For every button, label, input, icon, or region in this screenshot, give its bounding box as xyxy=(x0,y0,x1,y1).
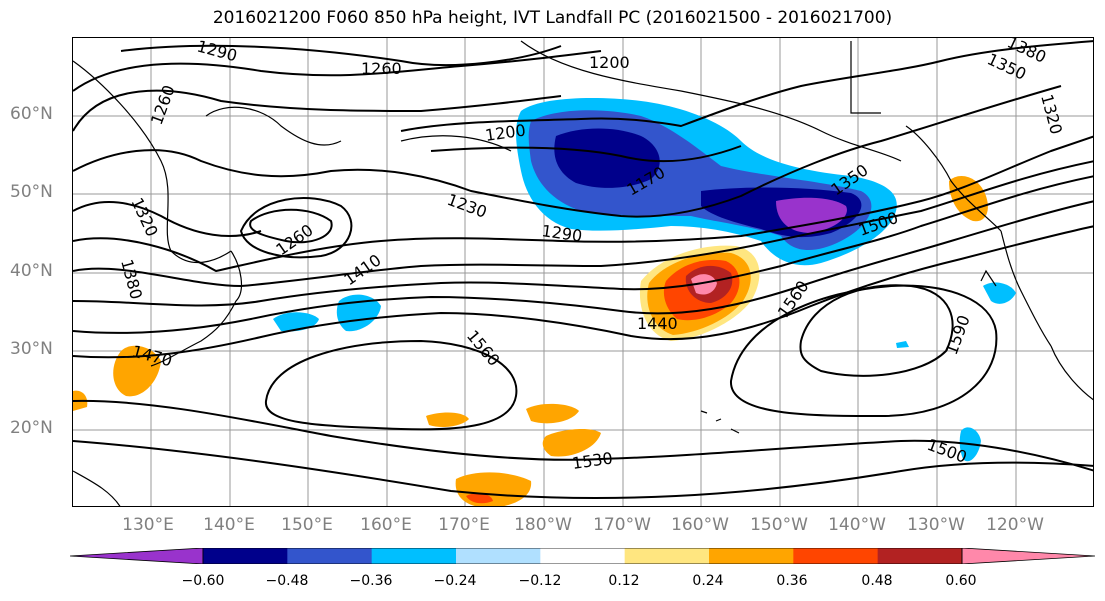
colorbar-tick: 0.36 xyxy=(776,573,808,589)
colorbar-extension-min xyxy=(70,548,204,564)
lon-label-150w: 150°W xyxy=(750,515,808,535)
lon-label-160w: 160°W xyxy=(671,515,729,535)
colorbar-tick: −0.24 xyxy=(433,573,477,589)
colorbar-segment xyxy=(371,548,457,564)
colorbar-segment xyxy=(877,548,963,564)
contour-label: 1290 xyxy=(195,38,239,65)
contour-label: 1230 xyxy=(445,190,490,222)
contour-label: 1200 xyxy=(589,53,630,72)
map-canvas: 1290 1260 1260 1200 1350 1380 1320 1200 … xyxy=(73,38,1093,506)
lon-label-140w: 140°W xyxy=(828,515,886,535)
colorbar-tick: 0.48 xyxy=(861,573,893,589)
contour-label: 1260 xyxy=(147,83,179,128)
colorbar-tick: 0.60 xyxy=(945,573,977,589)
height-contours xyxy=(73,40,1093,500)
colorbar-tick: −0.60 xyxy=(181,573,225,589)
map-title: 2016021200 F060 850 hPa height, IVT Land… xyxy=(212,8,893,28)
colorbar-segment xyxy=(287,548,373,564)
contour-label: 1440 xyxy=(637,314,678,333)
lat-label-20n: 20°N xyxy=(10,418,53,438)
colorbar-tick: −0.36 xyxy=(349,573,393,589)
colorbar-tick: 0.24 xyxy=(692,573,724,589)
colorbar-tick: −0.48 xyxy=(265,573,309,589)
colorbar-segment xyxy=(624,548,710,564)
colorbar-segment xyxy=(456,548,541,564)
colorbar-segment xyxy=(540,548,626,564)
colorbar-segment xyxy=(793,548,879,564)
colorbar-extension-max xyxy=(961,548,1095,564)
lon-label-160e: 160°E xyxy=(360,515,412,535)
lon-label-140e: 140°E xyxy=(203,515,255,535)
contour-label: 1320 xyxy=(1037,92,1066,136)
lon-label-150e: 150°E xyxy=(281,515,333,535)
lat-label-40n: 40°N xyxy=(10,261,53,281)
contour-label: 1410 xyxy=(340,250,384,289)
lon-label-130e: 130°E xyxy=(122,515,174,535)
lon-label-170e: 170°E xyxy=(438,515,490,535)
contour-label: 1320 xyxy=(127,195,161,240)
lon-label-170w: 170°W xyxy=(593,515,651,535)
colorbar-tick: 0.12 xyxy=(608,573,640,589)
lat-label-50n: 50°N xyxy=(10,182,53,202)
lat-label-30n: 30°N xyxy=(10,339,53,359)
colorbar-tick: −0.12 xyxy=(518,573,562,589)
colorbar-outline xyxy=(202,548,963,564)
colorbar xyxy=(70,548,1095,564)
contour-label: 1260 xyxy=(361,59,402,78)
colorbar-segment xyxy=(203,548,288,564)
colorbar-segments xyxy=(70,548,1095,564)
lon-label-130w: 130°W xyxy=(907,515,965,535)
lon-label-180w: 180°W xyxy=(514,515,572,535)
colorbar-segment xyxy=(709,548,794,564)
ivt-anomaly-fills xyxy=(73,98,1016,506)
lon-label-120w: 120°W xyxy=(986,515,1044,535)
lat-label-60n: 60°N xyxy=(10,104,53,124)
contour-label: 1380 xyxy=(117,257,146,301)
map-panel: 1290 1260 1260 1200 1350 1380 1320 1200 … xyxy=(72,37,1094,507)
